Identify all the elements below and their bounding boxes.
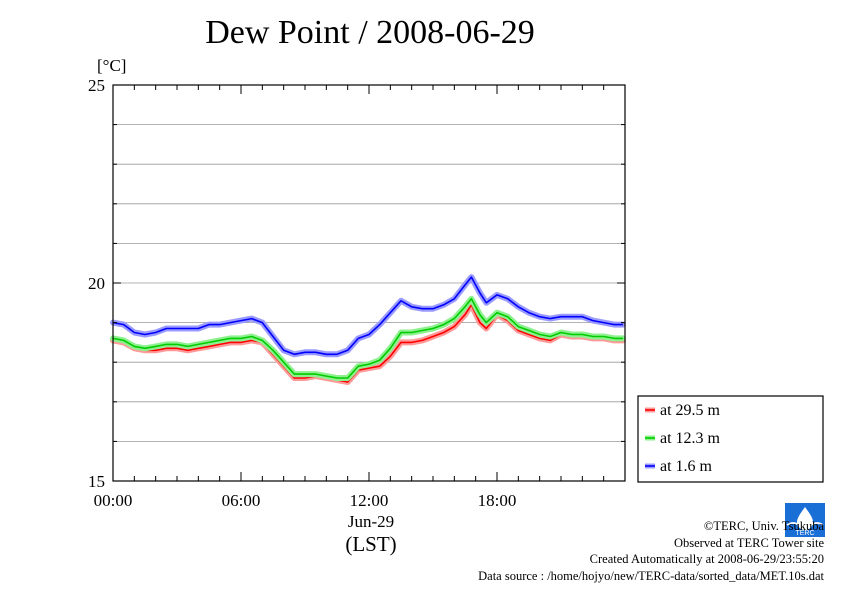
created-text: Created Automatically at 2008-06-29/23:5… xyxy=(589,552,824,566)
grid xyxy=(113,124,625,442)
logo-text: TERC xyxy=(795,530,814,537)
legend-label: at 1.6 m xyxy=(660,458,713,475)
chart-title: Dew Point / 2008-06-29 xyxy=(205,14,535,51)
data-source-text: Data source : /home/hojyo/new/TERC-data/… xyxy=(478,568,824,583)
axes: 15 20 25 00:00 06:00 12:00 18:00 xyxy=(88,76,626,510)
legend: at 29.5 m at 12.3 m at 1.6 m xyxy=(637,395,824,483)
series-glow xyxy=(110,295,626,381)
credits-block: ©TERC, Univ. Tsukuba Observed at TERC To… xyxy=(478,518,824,584)
legend-box xyxy=(637,395,824,483)
y-tick-label: 15 xyxy=(88,472,105,491)
x-tick-label: 06:00 xyxy=(222,491,261,510)
terc-logo-icon: TERC xyxy=(785,503,825,537)
legend-label: at 12.3 m xyxy=(660,430,721,447)
series-line xyxy=(112,276,623,356)
series-glow xyxy=(110,274,626,358)
series-line xyxy=(112,304,623,383)
y-axis-unit: [°C] xyxy=(97,56,126,75)
x-axis-tz-label: (LST) xyxy=(345,532,396,556)
x-tick-label: 18:00 xyxy=(478,491,517,510)
x-tick-label: 00:00 xyxy=(94,491,133,510)
y-tick-label: 25 xyxy=(88,76,105,95)
copyright-text: ©TERC, Univ. Tsukuba xyxy=(703,519,824,533)
series-line xyxy=(112,298,623,379)
y-tick-label: 20 xyxy=(88,274,105,293)
observed-text: Observed at TERC Tower site xyxy=(673,535,824,550)
x-tick-label: 12:00 xyxy=(350,491,389,510)
x-axis-date-label: Jun-29 xyxy=(348,512,394,531)
legend-label: at 29.5 m xyxy=(660,402,721,419)
series-layer xyxy=(110,274,626,385)
